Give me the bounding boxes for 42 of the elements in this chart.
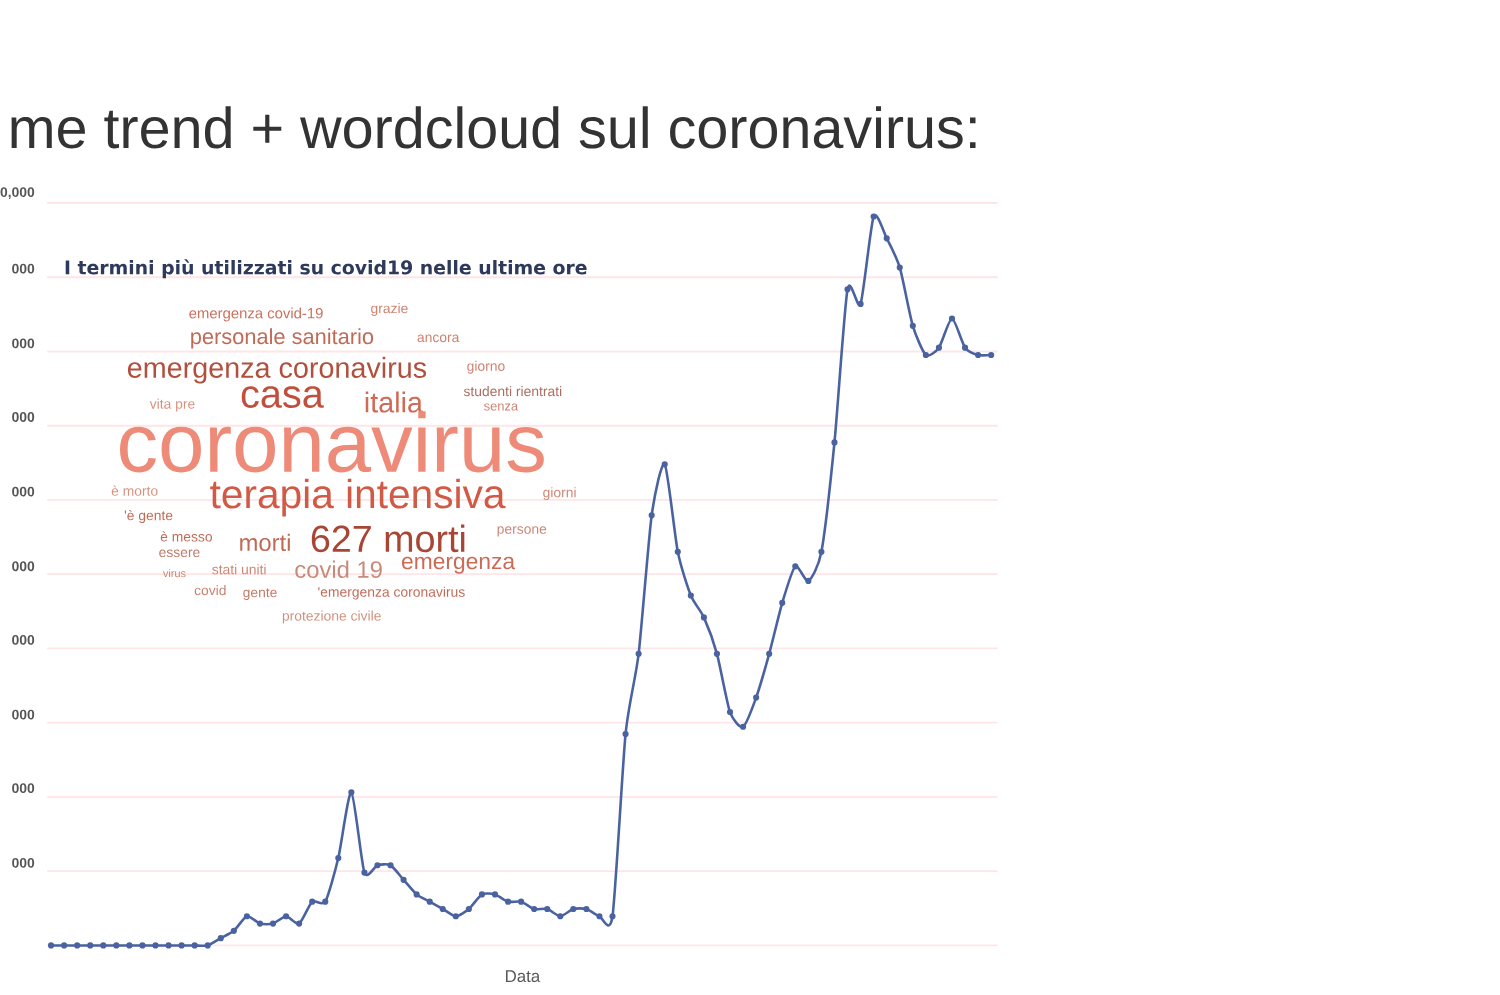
annotation: grazie	[371, 302, 408, 316]
text: 000	[12, 561, 35, 572]
x-axis-title: Data	[505, 970, 541, 983]
annotation: coronavirus	[120, 411, 544, 473]
annotation: giorno	[467, 360, 505, 374]
text: 000	[12, 338, 35, 349]
annotation: è messo	[160, 531, 213, 542]
annotation: giorni	[543, 487, 576, 501]
annotation: covid 19	[295, 560, 382, 578]
text: 000	[12, 634, 35, 645]
annotation: I termini più utilizzati su covid19 nelle ultime ore	[65, 259, 587, 279]
text: 0,000	[0, 187, 35, 199]
annotation: personale sanitario	[191, 328, 374, 349]
annotation: 'è gente	[124, 509, 173, 523]
annotation: emergenza coronavirus	[127, 356, 427, 384]
annotation: ancora	[417, 334, 460, 343]
annotation: covid	[194, 584, 226, 596]
annotation: protezione civile	[282, 610, 381, 624]
annotation: terapia intensiva	[210, 478, 506, 517]
annotation: 'emergenza coronavirus	[318, 586, 465, 600]
annotation: essere	[159, 549, 200, 558]
text: 000	[12, 783, 35, 793]
annotation: persone	[497, 526, 547, 537]
text: 000	[12, 486, 35, 497]
text: 000	[12, 412, 35, 422]
annotation: emergenza	[402, 556, 516, 574]
annotation: gente	[243, 588, 277, 600]
annotation: 627 morti	[311, 524, 465, 553]
annotation: virus	[162, 569, 186, 578]
annotation: morti	[240, 533, 290, 552]
annotation: emergenza covid-19	[189, 307, 323, 322]
annotation: vita pre	[149, 398, 195, 412]
chart-title: me trend + wordcloud sul coronavirus:	[11, 106, 976, 149]
annotation: studenti rientrati	[463, 385, 562, 397]
annotation: italia	[365, 391, 423, 413]
annotation: casa	[241, 386, 324, 408]
text: 000	[12, 263, 35, 274]
text: 000	[12, 857, 35, 868]
annotation: senza	[484, 403, 519, 411]
text: 000	[12, 709, 35, 720]
annotation: stati uniti	[212, 564, 266, 575]
annotation: è morto	[111, 485, 158, 496]
